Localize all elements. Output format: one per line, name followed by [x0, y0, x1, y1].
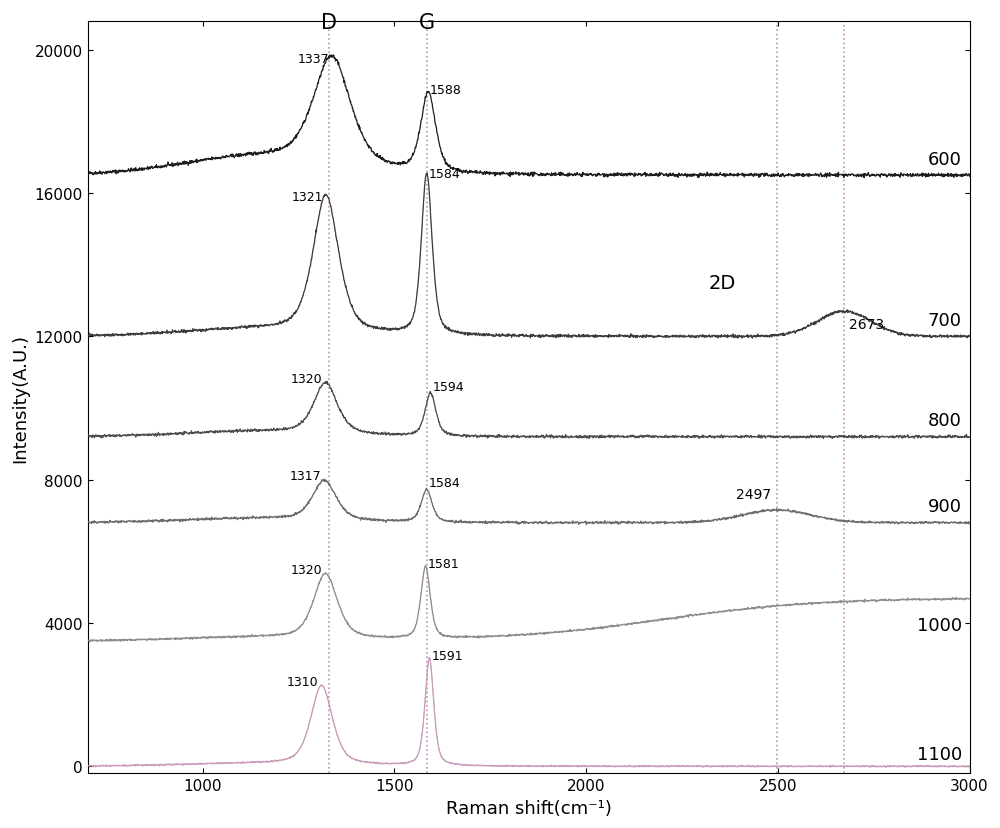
Text: 700: 700 [928, 312, 962, 330]
Text: 800: 800 [928, 412, 962, 430]
Text: G: G [419, 12, 435, 32]
Text: 2D: 2D [708, 274, 736, 293]
Text: 1594: 1594 [432, 381, 464, 393]
Text: 1320: 1320 [291, 564, 322, 576]
Text: 1321: 1321 [291, 190, 323, 204]
Y-axis label: Intensity(A.U.): Intensity(A.U.) [11, 334, 29, 462]
Text: 1320: 1320 [291, 373, 322, 386]
Text: 1337: 1337 [297, 53, 329, 66]
Text: 1000: 1000 [917, 616, 962, 634]
Text: 1584: 1584 [429, 477, 460, 490]
Text: 1581: 1581 [427, 557, 459, 570]
Text: 1100: 1100 [917, 745, 962, 763]
Text: 2673: 2673 [849, 317, 884, 331]
Text: 2497: 2497 [736, 488, 771, 502]
Text: 1588: 1588 [430, 84, 462, 97]
Text: 1317: 1317 [290, 469, 321, 482]
Text: 900: 900 [928, 498, 962, 516]
Text: D: D [321, 12, 337, 32]
Text: 1591: 1591 [431, 649, 463, 662]
Text: 600: 600 [928, 151, 962, 169]
Text: 1310: 1310 [287, 676, 319, 689]
X-axis label: Raman shift(cm⁻¹): Raman shift(cm⁻¹) [446, 799, 612, 817]
Text: 1584: 1584 [429, 168, 460, 181]
